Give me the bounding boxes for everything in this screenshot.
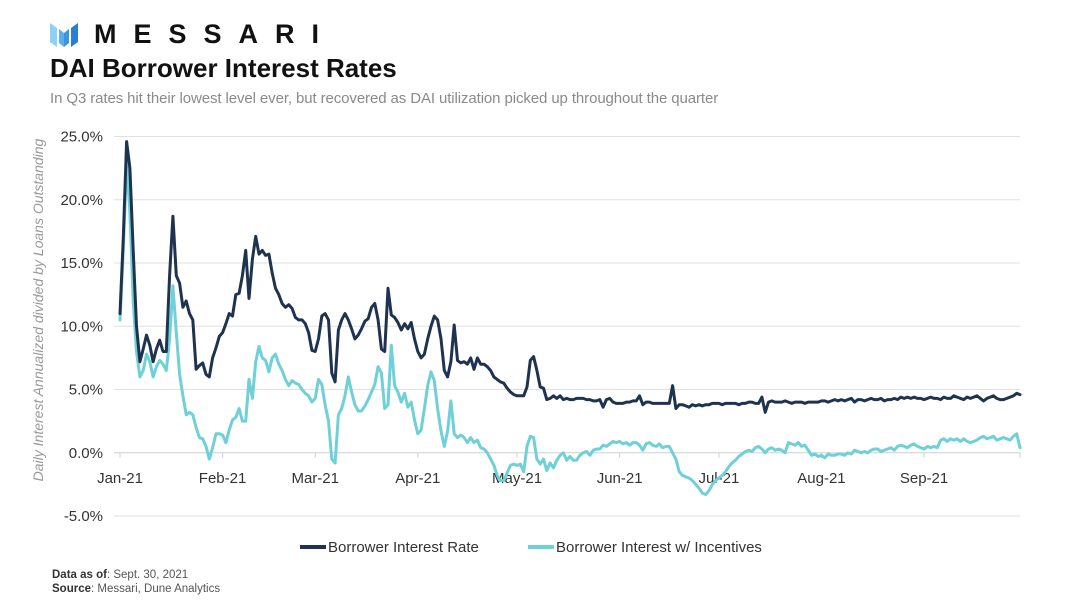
- x-tick-label: Sep-21: [900, 470, 948, 487]
- logo-bar-1: [50, 23, 57, 47]
- y-tick-label: 10.0%: [60, 318, 103, 335]
- brand-name: MESSARI: [94, 18, 337, 49]
- source-label: Source: [52, 583, 91, 595]
- messari-logo-icon: [50, 23, 78, 47]
- logo-bar-3: [64, 29, 69, 47]
- series-line-borrower-interest-rate: [118, 140, 1022, 414]
- y-tick-label: -5.0%: [64, 508, 103, 525]
- chart-subtitle: In Q3 rates hit their lowest level ever,…: [50, 90, 719, 107]
- series-lines: [118, 140, 1022, 496]
- legend-label: Borrower Interest Rate: [328, 539, 479, 556]
- logo-bar-4: [71, 23, 78, 47]
- data-as-of: Data as of: Sept. 30, 2021: [52, 568, 220, 582]
- x-tick-label: May-21: [492, 470, 542, 487]
- y-axis-label: Daily Interest Annualized divided by Loa…: [30, 138, 46, 481]
- x-tick-label: Jun-21: [597, 470, 643, 487]
- y-tick-label: 5.0%: [69, 382, 103, 399]
- legend: Borrower Interest Rate Borrower Interest …: [300, 539, 762, 556]
- x-axis-ticks: Jan-21 Feb-21 Mar-21 Apr-21 May-21 Jun-21 Jul-…: [97, 452, 1021, 487]
- data-as-of-value: : Sept. 30, 2021: [106, 569, 189, 581]
- data-as-of-label: Data as of: [52, 569, 107, 581]
- source: Source: Messari, Dune Analytics: [52, 582, 220, 596]
- y-tick-label: 15.0%: [60, 255, 103, 272]
- footer: Data as of: Sept. 30, 2021 Source: Messa…: [52, 568, 220, 596]
- x-tick-label: Feb-21: [199, 470, 247, 487]
- legend-label: Borrower Interest w/ Incentives: [556, 539, 762, 556]
- x-tick-label: Mar-21: [291, 470, 339, 487]
- y-axis-ticks: -5.0% 0.0% 5.0% 10.0% 15.0% 20.0% 25.0%: [60, 129, 103, 526]
- x-tick-label: Apr-21: [395, 470, 440, 487]
- source-value: : Messari, Dune Analytics: [91, 583, 221, 595]
- chart-title: DAI Borrower Interest Rates: [50, 53, 397, 83]
- messari-logo: MESSARI: [50, 18, 337, 49]
- y-tick-label: 25.0%: [60, 129, 103, 146]
- x-tick-label: Jan-21: [97, 470, 143, 487]
- y-tick-label: 20.0%: [60, 192, 103, 209]
- x-tick-label: Aug-21: [797, 470, 845, 487]
- y-tick-label: 0.0%: [69, 445, 103, 462]
- logo-bar-2: [59, 29, 64, 47]
- series-line-borrower-interest-w-incentives: [118, 160, 1022, 496]
